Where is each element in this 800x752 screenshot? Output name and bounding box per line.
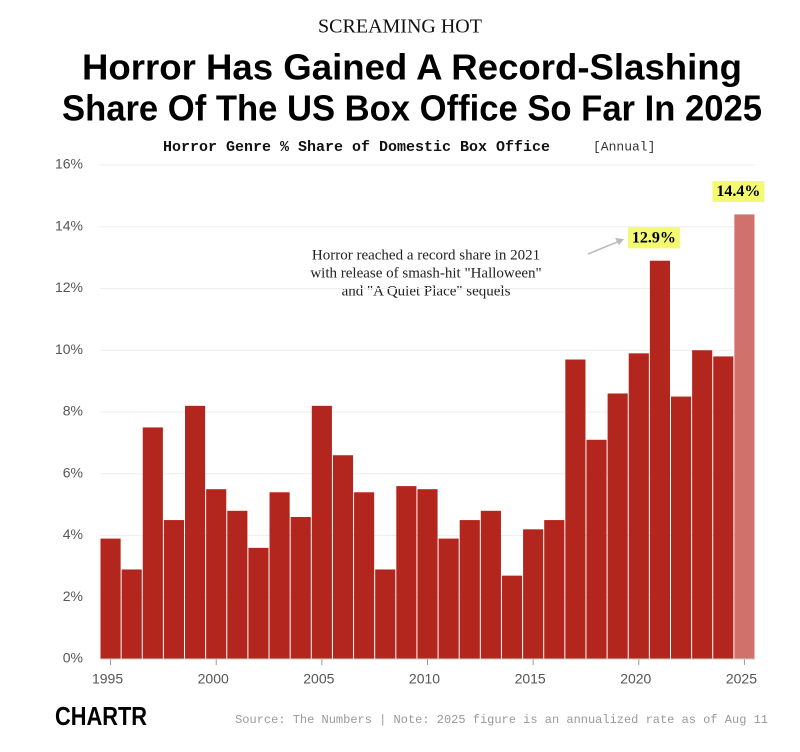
bar xyxy=(670,396,692,659)
y-tick-label: 12% xyxy=(55,279,83,295)
bar xyxy=(354,492,375,659)
bar xyxy=(375,569,396,659)
value-label-bg xyxy=(627,227,680,249)
x-tick-label: 1995 xyxy=(92,671,123,687)
bar xyxy=(692,350,713,659)
bar xyxy=(586,439,607,659)
annotation: Horror reached a record share in 2021 xyxy=(312,247,540,263)
value-label: 14.4% xyxy=(716,183,760,200)
bars xyxy=(100,214,755,659)
arrow-head xyxy=(615,238,624,245)
x-tick-label: 2010 xyxy=(409,671,440,687)
x-tick-label: 2000 xyxy=(198,671,229,687)
y-tick-label: 2% xyxy=(63,588,83,604)
bar xyxy=(227,510,248,659)
labels: 12.9% 14.4% xyxy=(627,181,765,249)
y-tick-label: 10% xyxy=(55,341,83,357)
bar xyxy=(121,569,142,659)
bar xyxy=(565,359,586,659)
subtitle: Horror Genre % Share of Domestic Box Off… xyxy=(163,139,550,156)
annotation: with release of smash-hit "Halloween" xyxy=(310,265,541,281)
bar xyxy=(396,486,417,659)
y-tick-label: 14% xyxy=(55,217,83,233)
bar xyxy=(480,510,501,659)
y-tick-label: 0% xyxy=(63,650,83,666)
bar xyxy=(607,393,628,659)
bar xyxy=(459,520,480,659)
bar xyxy=(269,492,290,659)
chart-title: Share Of The US Box Office So Far In 202… xyxy=(62,88,762,129)
bar xyxy=(734,214,755,659)
y-tick-label: 6% xyxy=(63,464,83,480)
annotation-arrow xyxy=(587,239,623,255)
logo: CHARTR xyxy=(55,701,147,731)
bar xyxy=(248,547,269,659)
bar xyxy=(206,489,227,659)
y-tick-label: 4% xyxy=(63,526,83,542)
bar xyxy=(290,516,311,659)
x-tick-label: 2005 xyxy=(303,671,334,687)
source: Source: The Numbers | Note: 2025 figure … xyxy=(235,713,768,727)
bar xyxy=(628,353,649,659)
bar xyxy=(185,405,206,659)
bar xyxy=(163,520,185,659)
bar xyxy=(713,356,734,659)
chart-title: Horror Has Gained A Record-Slashing xyxy=(82,47,742,88)
bar xyxy=(311,405,332,659)
kicker: SCREAMING HOT xyxy=(318,16,482,38)
bar xyxy=(523,529,544,659)
bar xyxy=(544,520,565,659)
bar xyxy=(100,538,121,659)
value-label-bg xyxy=(712,181,765,203)
x-tick-label: 2015 xyxy=(515,671,546,687)
x-tick-label: 2020 xyxy=(620,671,651,687)
x-tick-label: 2025 xyxy=(726,671,757,687)
y-tick-label: 8% xyxy=(63,403,83,419)
subtitle-note: [Annual] xyxy=(593,139,655,154)
bar xyxy=(438,538,459,659)
annotation: and "A Quiet Place" sequels xyxy=(342,283,511,299)
bar xyxy=(142,427,163,659)
bar xyxy=(417,489,438,659)
bar xyxy=(332,455,354,659)
value-label: 12.9% xyxy=(632,229,676,246)
y-tick-label: 16% xyxy=(55,156,83,172)
bar xyxy=(649,260,670,659)
bar xyxy=(501,575,523,659)
